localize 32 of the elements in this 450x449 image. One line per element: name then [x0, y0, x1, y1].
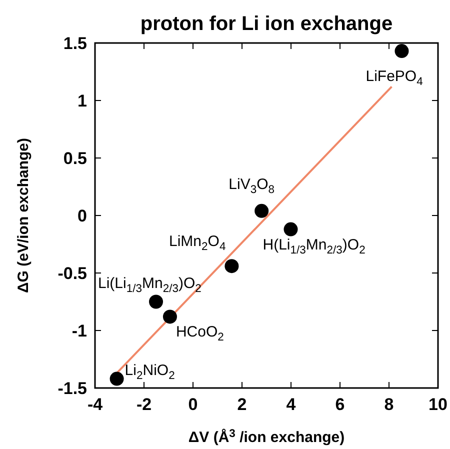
x-tick-label: 10	[428, 395, 448, 414]
x-tick-label: -2	[136, 395, 152, 414]
y-tick-label: 0.5	[63, 149, 87, 168]
point	[394, 44, 409, 58]
annotation: LiV$_{3}$O$_{8}$	[228, 176, 275, 196]
x-tick-label: 4	[286, 395, 296, 414]
annotation: H(Li$_{1/3}$Mn$_{2/3}$)O$_{2}$	[262, 236, 366, 256]
x-tick-label: 6	[335, 395, 345, 414]
chart-title: proton for Li ion exchange	[140, 13, 393, 35]
y-tick-label: -1	[72, 322, 87, 340]
point	[110, 372, 124, 386]
annotation: LiMn$_{2}$O$_{4}$	[168, 233, 226, 253]
x-tick-label: -4	[87, 395, 104, 414]
annotation: LiFePO$_{4}$	[366, 68, 423, 88]
annotation: HCoO$_{2}$	[176, 324, 224, 344]
x-tick-label: 8	[384, 395, 394, 414]
x-tick-label: 2	[237, 395, 247, 414]
annotation: Li(Li$_{1/3}$Mn$_{2/3}$)O$_{2}$	[98, 274, 202, 295]
y-tick-label: 1	[78, 92, 87, 110]
y-tick-label: -1.5	[58, 379, 87, 398]
point	[284, 222, 298, 236]
point	[254, 204, 269, 218]
point	[162, 310, 177, 324]
y-tick-label: 0	[78, 206, 87, 226]
y-tick-label: -0.5	[58, 264, 87, 283]
point	[224, 259, 239, 274]
x-tick-label: 0	[188, 395, 198, 414]
annotation: Li$_{2}$NiO$_{2}$	[124, 362, 175, 382]
y-tick-label: 1.5	[63, 34, 87, 53]
point	[149, 294, 164, 309]
x-axis-title: ΔV (Å$^{3}$ /ion exchange)	[188, 428, 345, 446]
y-axis-title: ΔG (eV/ion exchange)	[15, 138, 32, 293]
